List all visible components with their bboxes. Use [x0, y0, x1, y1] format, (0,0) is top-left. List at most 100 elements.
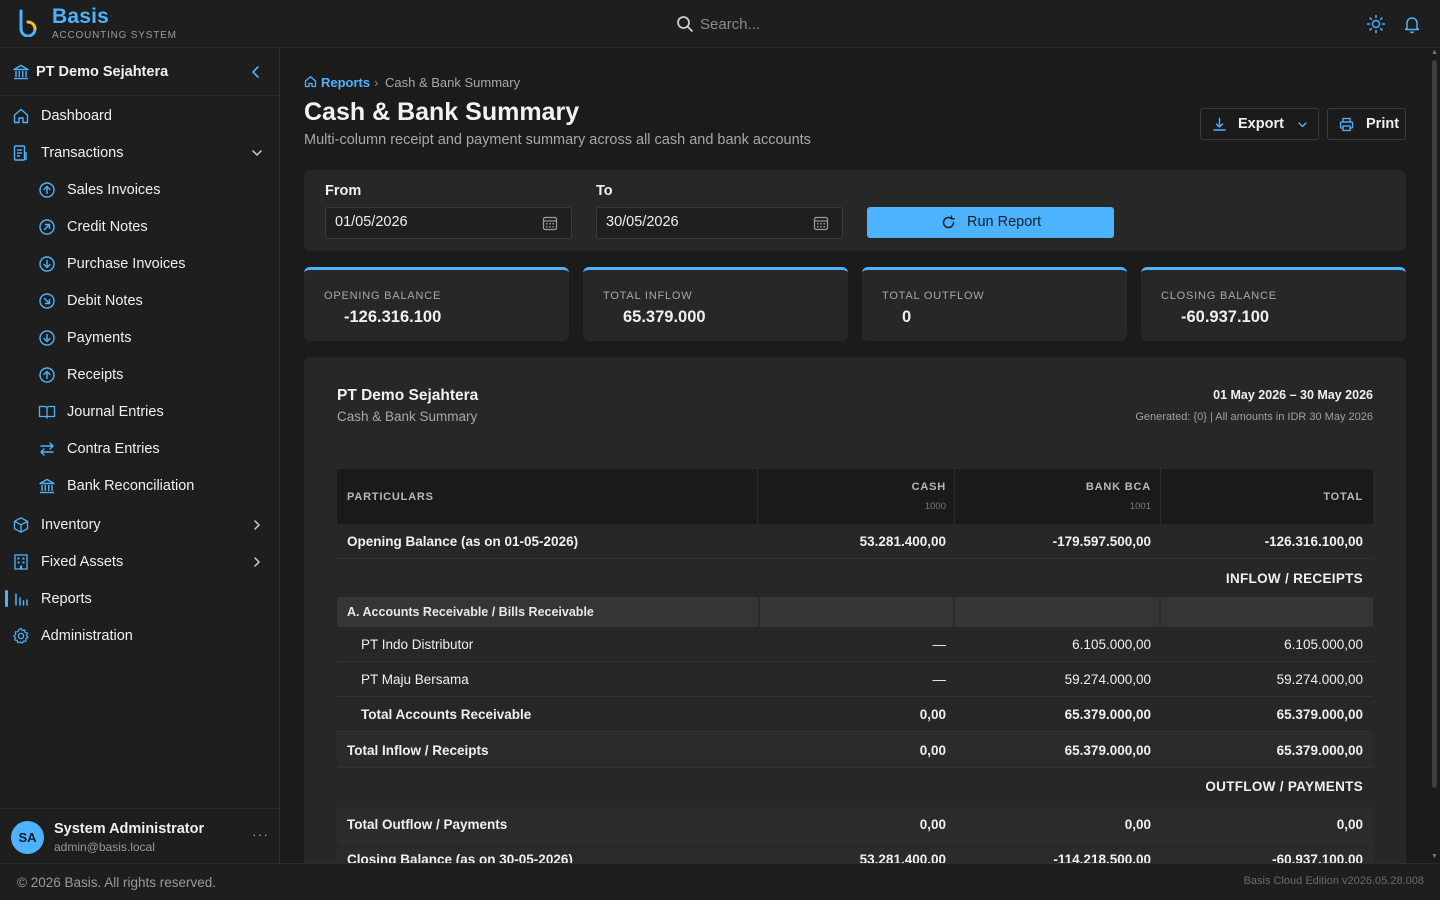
print-button[interactable]: Print — [1327, 108, 1406, 140]
column-header-total: TOTAL — [1323, 491, 1363, 503]
kpi-value: 65.379.000 — [623, 308, 706, 326]
table-row-total-inflow: Total Inflow / Receipts 0,00 65.379.000,… — [337, 733, 1373, 768]
column-divider — [953, 597, 955, 627]
export-button[interactable]: Export — [1200, 108, 1319, 140]
run-report-button[interactable]: Run Report — [867, 207, 1114, 238]
table-header: PARTICULARS CASH 1000 BANK BCA 1001 TOTA… — [337, 469, 1373, 524]
scrollbar-thumb[interactable] — [1432, 60, 1437, 788]
column-header-bank-bca: BANK BCA — [1085, 481, 1151, 493]
table-row: PT Indo Distributor — 6.105.000,00 6.105… — [337, 627, 1373, 662]
home-icon — [13, 108, 29, 124]
search-input[interactable] — [700, 11, 980, 37]
to-date-field[interactable]: 30/05/2026 — [596, 207, 843, 239]
kpi-total-outflow: TOTAL OUTFLOW 0 — [862, 267, 1127, 341]
top-bar: Basis ACCOUNTING SYSTEM — [0, 0, 1440, 48]
sidebar-item-dashboard[interactable]: Dashboard — [0, 97, 279, 134]
sidebar-item-label: Credit Notes — [67, 219, 148, 235]
column-code-bank-bca: 1001 — [1129, 501, 1151, 512]
report-generated-note: Generated: {0} | All amounts in IDR 30 M… — [1135, 411, 1373, 423]
chevron-right-icon — [254, 557, 260, 567]
sidebar-item-contra-entries[interactable]: Contra Entries — [0, 430, 279, 467]
row-label: Total Accounts Receivable — [361, 707, 532, 722]
sidebar-item-purchase-invoices[interactable]: Purchase Invoices — [0, 245, 279, 282]
export-label: Export — [1238, 116, 1284, 132]
cell-bank: -179.597.500,00 — [1052, 534, 1151, 549]
sidebar-item-administration[interactable]: Administration — [0, 617, 279, 654]
user-name: System Administrator — [54, 821, 205, 837]
sidebar-item-credit-notes[interactable]: Credit Notes — [0, 208, 279, 245]
report-company: PT Demo Sejahtera — [337, 387, 479, 404]
row-label: Opening Balance (as on 01-05-2026) — [347, 534, 579, 549]
sidebar-item-sales-invoices[interactable]: Sales Invoices — [0, 171, 279, 208]
column-divider — [1159, 597, 1161, 627]
cell-total: -60.937.100,00 — [1272, 852, 1363, 863]
cell-total: -126.316.100,00 — [1264, 534, 1363, 549]
cell-total: 0,00 — [1336, 817, 1363, 832]
row-label: Closing Balance (as on 30-05-2026) — [347, 852, 573, 863]
cell-cash: 0,00 — [919, 743, 946, 758]
basis-logo-icon[interactable] — [16, 9, 40, 37]
company-name: PT Demo Sejahtera — [36, 64, 169, 80]
breadcrumb-separator: › — [374, 75, 379, 90]
kpi-opening-balance: OPENING BALANCE -126.316.100 — [304, 267, 569, 341]
kpi-total-inflow: TOTAL INFLOW 65.379.000 — [583, 267, 848, 341]
app-subtitle: ACCOUNTING SYSTEM — [52, 30, 177, 41]
page-title: Cash & Bank Summary — [304, 98, 580, 126]
calendar-icon[interactable] — [813, 215, 829, 231]
sidebar-item-bank-reconciliation[interactable]: Bank Reconciliation — [0, 467, 279, 504]
sidebar-item-receipts[interactable]: Receipts — [0, 356, 279, 393]
cell-cash: 0,00 — [919, 707, 946, 722]
sidebar-item-journal-entries[interactable]: Journal Entries — [0, 393, 279, 430]
arrow-up-circle-icon — [39, 367, 55, 383]
sidebar-item-label: Administration — [41, 628, 133, 644]
calendar-icon[interactable] — [542, 215, 558, 231]
report-title: Cash & Bank Summary — [337, 409, 478, 424]
company-switcher[interactable]: PT Demo Sejahtera — [0, 48, 279, 96]
sidebar-item-transactions[interactable]: Transactions — [0, 134, 279, 171]
cell-bank: 65.379.000,00 — [1064, 707, 1151, 722]
sidebar: PT Demo Sejahtera Dashboard Transactions… — [0, 48, 280, 863]
sidebar-item-inventory[interactable]: Inventory — [0, 506, 279, 543]
user-profile[interactable]: SA System Administrator admin@basis.loca… — [0, 808, 279, 863]
column-header-particulars: PARTICULARS — [347, 491, 434, 503]
sidebar-item-fixed-assets[interactable]: Fixed Assets — [0, 543, 279, 580]
arrow-up-circle-icon — [39, 182, 55, 198]
table-row-total-outflow: Total Outflow / Payments 0,00 0,00 0,00 — [337, 807, 1373, 842]
bank-building-icon — [39, 478, 55, 494]
column-code-cash: 1000 — [924, 501, 946, 512]
sidebar-item-reports[interactable]: Reports — [0, 580, 279, 617]
to-label: To — [596, 183, 613, 199]
sidebar-item-label: Purchase Invoices — [67, 256, 186, 272]
sidebar-item-label: Inventory — [41, 517, 101, 533]
gear-icon — [13, 627, 29, 644]
sidebar-item-debit-notes[interactable]: Debit Notes — [0, 282, 279, 319]
kpi-label: TOTAL INFLOW — [603, 290, 693, 302]
sidebar-item-label: Transactions — [41, 145, 124, 161]
arrow-down-circle-icon — [39, 256, 55, 272]
column-divider — [954, 469, 955, 524]
sidebar-item-payments[interactable]: Payments — [0, 319, 279, 356]
from-date-field[interactable]: 01/05/2026 — [325, 207, 572, 239]
building-icon — [14, 554, 28, 570]
chevron-left-icon[interactable] — [248, 64, 264, 80]
version-label: Basis Cloud Edition v2026.05.28.008 — [1243, 875, 1424, 887]
print-label: Print — [1366, 116, 1400, 132]
scroll-down-arrow-icon[interactable]: ▼ — [1431, 853, 1438, 860]
sidebar-item-label: Fixed Assets — [41, 554, 124, 570]
home-icon[interactable] — [304, 75, 317, 88]
sidebar-item-label: Receipts — [67, 367, 124, 383]
sidebar-item-label: Bank Reconciliation — [67, 478, 195, 494]
cell-cash: — — [932, 637, 947, 652]
more-options-icon[interactable]: ··· — [252, 826, 269, 842]
row-label: PT Maju Bersama — [361, 672, 469, 687]
search-icon — [677, 16, 693, 32]
scroll-up-arrow-icon[interactable]: ▲ — [1431, 49, 1438, 56]
chevron-down-icon — [1298, 122, 1307, 128]
column-divider — [758, 597, 760, 627]
chevron-right-icon — [254, 520, 260, 530]
bell-icon[interactable] — [1402, 14, 1422, 34]
breadcrumb-link-reports[interactable]: Reports — [321, 75, 371, 90]
chevron-down-icon — [252, 150, 262, 156]
sun-icon[interactable] — [1366, 14, 1386, 34]
kpi-closing-balance: CLOSING BALANCE -60.937.100 — [1141, 267, 1406, 341]
